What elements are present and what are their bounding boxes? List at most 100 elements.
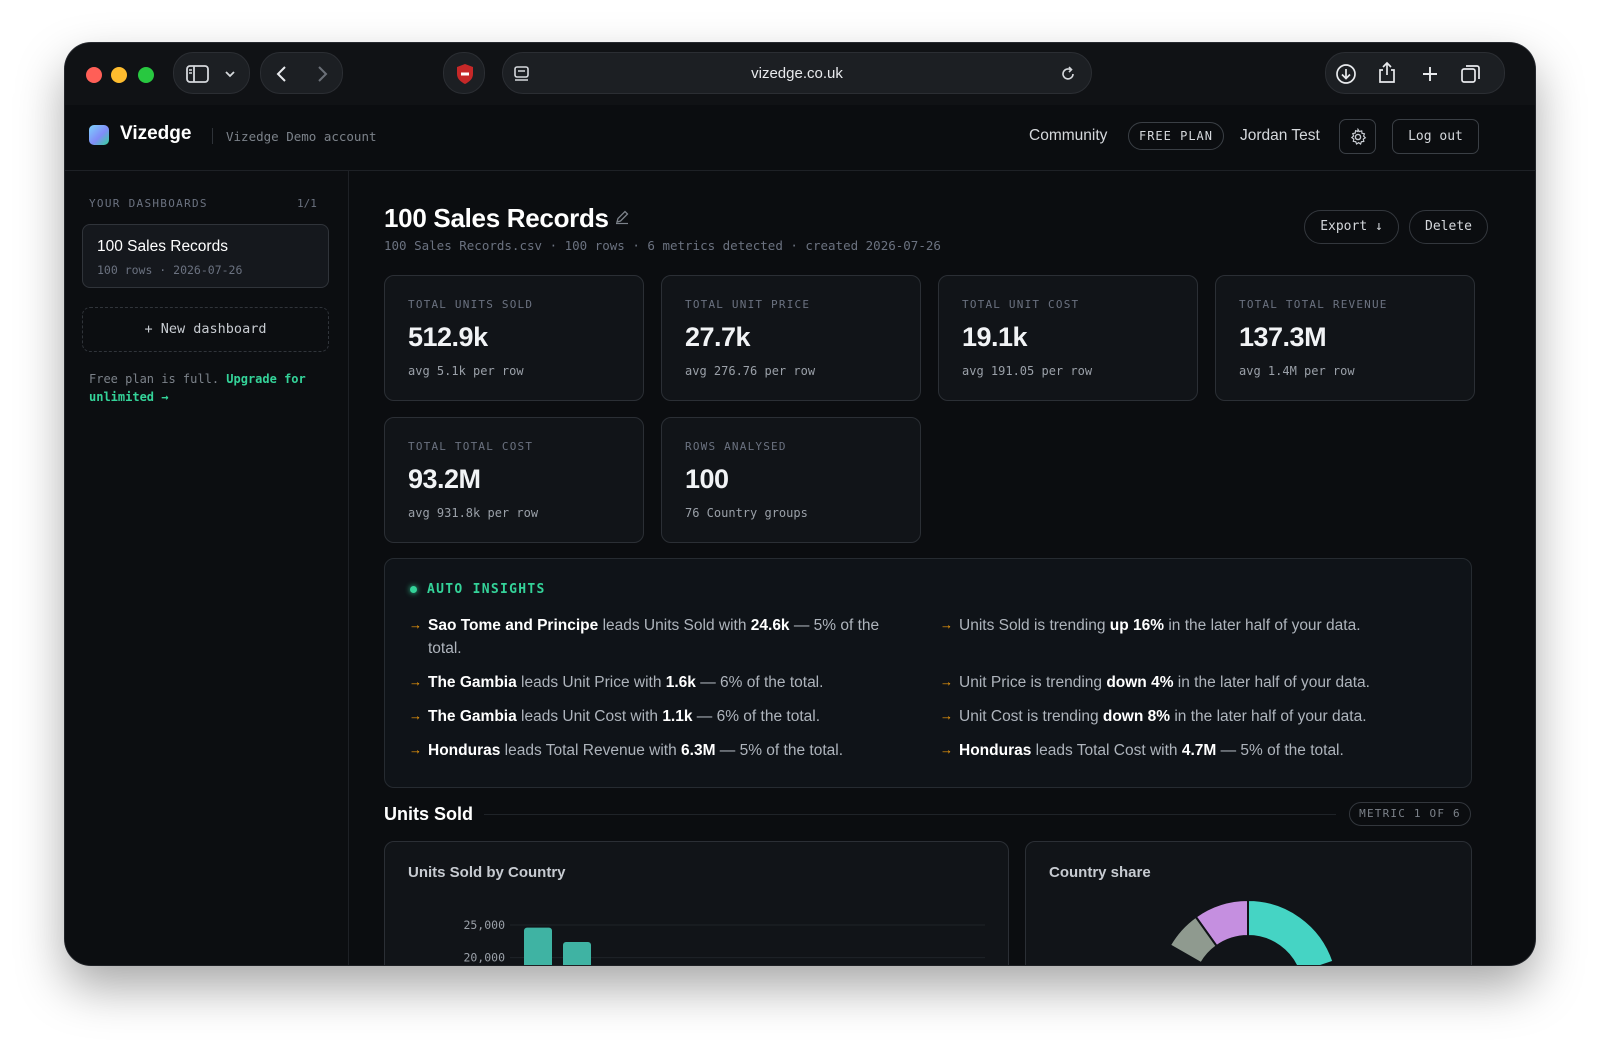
arrow-icon: → (409, 617, 422, 632)
new-dashboard-button[interactable]: + New dashboard (82, 307, 329, 352)
dashboard-item-title: 100 Sales Records (97, 238, 228, 255)
kpi-label: TOTAL TOTAL COST (408, 440, 534, 453)
kpi-card: TOTAL UNIT PRICE 27.7k avg 276.76 per ro… (661, 275, 921, 401)
kpi-card: TOTAL UNITS SOLD 512.9k avg 5.1k per row (384, 275, 644, 401)
arrow-icon: → (940, 742, 953, 757)
upgrade-link[interactable]: Upgrade for (226, 372, 306, 386)
page-title: 100 Sales Records (384, 203, 609, 233)
pie-slice[interactable] (1247, 898, 1335, 965)
arrow-icon: → (940, 708, 953, 723)
kpi-sub: 76 Country groups (685, 506, 808, 520)
forward-icon[interactable] (314, 64, 330, 84)
edit-title-icon[interactable] (614, 209, 630, 225)
kpi-sub: avg 191.05 per row (962, 364, 1093, 378)
kpi-value: 93.2M (408, 464, 481, 494)
share-icon[interactable] (1377, 61, 1397, 85)
kpi-label: TOTAL UNIT COST (962, 298, 1080, 311)
sidebar-icon (186, 65, 209, 83)
account-name: Vizedge Demo account (226, 129, 377, 144)
close-window-button[interactable] (86, 67, 102, 83)
insights-title: AUTO INSIGHTS (427, 582, 546, 597)
donut-chart-card: Country share (1025, 841, 1472, 965)
insight-item: Honduras leads Total Revenue with 6.3M —… (428, 742, 843, 759)
insight-item: Honduras leads Total Cost with 4.7M — 5%… (959, 742, 1344, 759)
bar-chart: 25,000 20,000 (463, 918, 985, 965)
privacy-shield-button[interactable] (443, 52, 485, 94)
y-tick-label: 20,000 (463, 951, 505, 965)
arrow-icon: → (940, 674, 953, 689)
kpi-value: 137.3M (1239, 322, 1327, 352)
gear-icon (1350, 128, 1367, 145)
delete-button[interactable]: Delete (1409, 210, 1488, 244)
chevron-down-icon (225, 71, 235, 78)
app-header: Vizedge Vizedge Demo account Community F… (65, 105, 1535, 171)
community-link[interactable]: Community (1029, 127, 1108, 144)
tabs-overview-icon[interactable] (1460, 63, 1482, 85)
main-content: 100 Sales Records 100 Sales Records.csv … (350, 171, 1535, 965)
kpi-label: ROWS ANALYSED (685, 440, 787, 453)
arrow-icon: → (409, 674, 422, 689)
y-tick-label: 25,000 (463, 918, 505, 932)
reload-icon[interactable] (1059, 65, 1077, 83)
url-text: vizedge.co.uk (751, 65, 843, 82)
arrow-icon: → (409, 708, 422, 723)
divider (212, 128, 213, 144)
back-icon[interactable] (274, 64, 290, 84)
kpi-sub: avg 1.4M per row (1239, 364, 1355, 378)
download-icon[interactable] (1335, 63, 1357, 85)
export-button[interactable]: Export ↓ (1304, 210, 1399, 244)
live-indicator-icon (410, 586, 417, 593)
donut-chart (1168, 898, 1335, 965)
browser-toolbar: vizedge.co.uk (65, 43, 1535, 105)
reader-icon[interactable] (513, 65, 531, 83)
dashboard-item-meta: 100 rows · 2026-07-26 (97, 263, 243, 277)
sidebar-toggle-button[interactable] (173, 52, 250, 94)
plan-badge[interactable]: FREE PLAN (1128, 122, 1224, 150)
insight-item: The Gambia leads Unit Price with 1.6k — … (428, 674, 824, 691)
page-subtitle: 100 Sales Records.csv · 100 rows · 6 met… (384, 238, 941, 253)
sidebar: YOUR DASHBOARDS 1/1 100 Sales Records 10… (65, 171, 349, 965)
kpi-card: ROWS ANALYSED 100 76 Country groups (661, 417, 921, 543)
donut-chart-title: Country share (1049, 864, 1151, 881)
insight-item: Units Sold is trending up 16% in the lat… (959, 617, 1361, 634)
pie-slice[interactable] (1168, 915, 1219, 965)
settings-button[interactable] (1339, 119, 1376, 154)
kpi-card: TOTAL TOTAL COST 93.2M avg 931.8k per ro… (384, 417, 644, 543)
arrow-icon: → (409, 742, 422, 757)
bar-chart-card: Units Sold by Country 25,000 20,000 (384, 841, 1009, 965)
kpi-label: TOTAL UNITS SOLD (408, 298, 534, 311)
plan-note-text: Free plan is full. (89, 372, 220, 386)
insights-panel: AUTO INSIGHTS → Sao Tome and Principe le… (384, 558, 1472, 788)
section-title: Units Sold (384, 804, 473, 824)
bar[interactable] (524, 927, 552, 965)
kpi-sub: avg 931.8k per row (408, 506, 539, 520)
kpi-value: 512.9k (408, 322, 488, 352)
insight-item: Unit Cost is trending down 8% in the lat… (959, 708, 1367, 725)
upgrade-link-cont[interactable]: unlimited → (89, 390, 169, 404)
metric-badge: METRIC 1 OF 6 (1349, 802, 1471, 826)
maximize-window-button[interactable] (138, 67, 154, 83)
minimize-window-button[interactable] (111, 67, 127, 83)
logout-button[interactable]: Log out (1392, 119, 1479, 154)
kpi-card: TOTAL TOTAL REVENUE 137.3M avg 1.4M per … (1215, 275, 1475, 401)
kpi-sub: avg 5.1k per row (408, 364, 524, 378)
history-nav (260, 52, 343, 94)
kpi-value: 27.7k (685, 322, 751, 352)
kpi-value: 19.1k (962, 322, 1028, 352)
kpi-label: TOTAL UNIT PRICE (685, 298, 811, 311)
address-bar[interactable]: vizedge.co.uk (502, 52, 1092, 94)
dashboard-item[interactable]: 100 Sales Records 100 rows · 2026-07-26 (82, 224, 329, 288)
kpi-value: 100 (685, 464, 729, 494)
bar-chart-title: Units Sold by Country (408, 864, 566, 881)
bar[interactable] (563, 941, 591, 965)
insight-item: Sao Tome and Principe leads Units Sold w… (428, 617, 880, 657)
new-tab-icon[interactable] (1420, 64, 1440, 84)
sidebar-heading: YOUR DASHBOARDS (89, 197, 208, 210)
arrow-icon: → (940, 617, 953, 632)
insight-item: Unit Price is trending down 4% in the la… (959, 674, 1370, 691)
user-name[interactable]: Jordan Test (1240, 127, 1320, 144)
section-divider (484, 814, 1336, 815)
brand-name[interactable]: Vizedge (120, 123, 192, 144)
plan-note: Free plan is full. Upgrade for unlimited… (89, 370, 329, 406)
kpi-sub: avg 276.76 per row (685, 364, 816, 378)
